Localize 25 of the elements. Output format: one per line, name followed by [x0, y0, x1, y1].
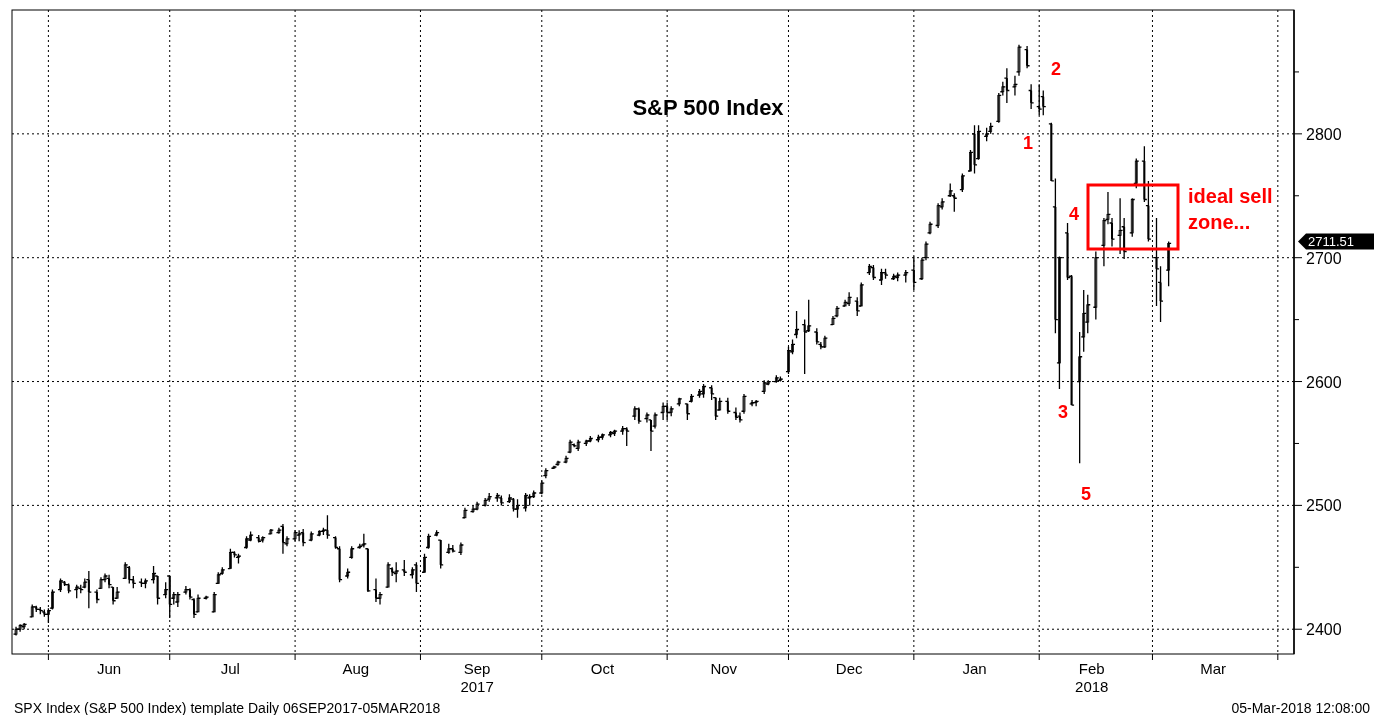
x-tick-label: Jul — [220, 660, 240, 677]
x-tick-label: Jun — [96, 660, 122, 677]
x-tick-label: Oct — [590, 660, 615, 677]
y-tick-label: 2500 — [1306, 497, 1342, 515]
x-tick-label: Mar — [1200, 660, 1227, 677]
y-tick-label: 2700 — [1306, 249, 1342, 267]
annotation: 3 — [1057, 402, 1069, 422]
text: SPX Index (S&P 500 Index) template Daily 06SEP2017-05MAR2018 — [14, 700, 441, 716]
x-tick-label: Nov — [710, 660, 738, 677]
x-tick-label: Sep 2017 — [460, 660, 494, 695]
y-tick-label: 2800 — [1306, 125, 1342, 143]
x-tick-label: Feb 2018 — [1075, 660, 1109, 695]
y-tick-label: 2600 — [1306, 373, 1342, 391]
x-tick-label: Aug — [342, 660, 370, 677]
annotation: 4 — [1068, 204, 1080, 224]
annotation: ideal sell zone... — [1188, 185, 1273, 233]
text: 05-Mar-2018 12:08:00 — [1231, 700, 1371, 716]
x-tick-label: Jan — [962, 660, 987, 677]
y-tick-label: 2400 — [1306, 621, 1342, 639]
annotation: 1 — [1022, 133, 1034, 153]
x-tick-label: Dec — [835, 660, 863, 677]
annotation: 5 — [1080, 484, 1092, 504]
text: S&P 500 Index — [632, 95, 785, 120]
text: 2711.51 — [1308, 234, 1355, 250]
annotation: 2 — [1050, 59, 1062, 79]
